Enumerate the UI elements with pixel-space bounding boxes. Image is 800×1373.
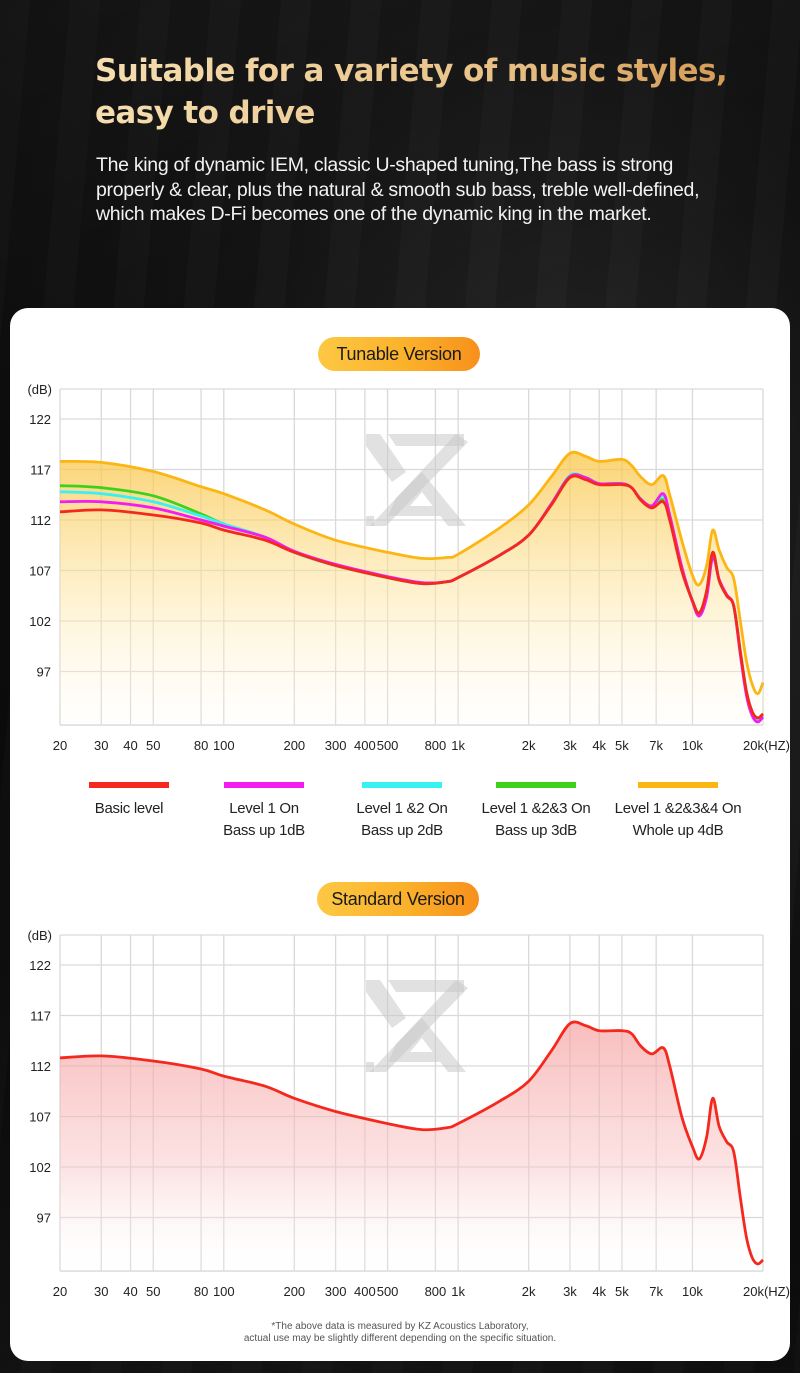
svg-text:112: 112 xyxy=(30,1059,51,1074)
svg-text:100: 100 xyxy=(213,738,235,753)
footnote-line-1: *The above data is measured by KZ Acoust… xyxy=(271,1321,529,1332)
series-line-basic xyxy=(59,474,764,720)
measurement-footnote: *The above data is measured by KZ Acoust… xyxy=(0,1321,800,1345)
svg-text:117: 117 xyxy=(30,1009,51,1024)
description-line-1: The king of dynamic IEM, classic U-shape… xyxy=(96,154,674,176)
svg-text:107: 107 xyxy=(29,564,51,579)
svg-text:97: 97 xyxy=(37,1211,51,1226)
legend-item-level1: Level 1 On Bass up 1dB xyxy=(194,782,334,842)
chart-series xyxy=(59,1020,764,1271)
svg-text:4k: 4k xyxy=(592,1284,606,1299)
svg-text:80: 80 xyxy=(194,1284,208,1299)
chart-series xyxy=(59,450,765,725)
svg-text:10k: 10k xyxy=(682,1284,703,1299)
legend-swatch-orange xyxy=(638,782,718,788)
legend-label: Level 1 &2 On xyxy=(356,800,448,817)
legend-item-level1234: Level 1 &2&3&4 On Whole up 4dB xyxy=(608,782,748,842)
svg-text:400: 400 xyxy=(354,1284,376,1299)
tunable-version-badge: Tunable Version xyxy=(318,337,480,371)
svg-text:80: 80 xyxy=(194,738,208,753)
svg-text:5k: 5k xyxy=(615,738,629,753)
description-line-2: properly & clear, plus the natural & smo… xyxy=(96,178,700,201)
svg-text:30: 30 xyxy=(94,738,108,753)
svg-text:7k: 7k xyxy=(649,738,663,753)
svg-text:5k: 5k xyxy=(615,1284,629,1299)
svg-text:50: 50 xyxy=(146,1284,160,1299)
svg-text:4k: 4k xyxy=(592,738,606,753)
legend-label: Basic level xyxy=(94,800,164,817)
svg-text:20: 20 xyxy=(53,738,67,753)
legend-sublabel: Bass up 2dB xyxy=(361,822,443,839)
svg-text:50: 50 xyxy=(146,738,160,753)
description-line-3: which makes D-Fi becomes one of the dyna… xyxy=(96,203,652,225)
svg-text:20k(HZ): 20k(HZ) xyxy=(743,738,790,753)
svg-text:200: 200 xyxy=(283,1284,305,1299)
legend-sublabel: Bass up 1dB xyxy=(223,822,305,839)
svg-text:102: 102 xyxy=(29,614,51,629)
svg-text:122: 122 xyxy=(29,958,51,973)
svg-text:400: 400 xyxy=(354,738,376,753)
svg-text:500: 500 xyxy=(377,738,399,753)
svg-text:107: 107 xyxy=(29,1110,51,1125)
svg-text:40: 40 xyxy=(123,738,137,753)
svg-text:100: 100 xyxy=(213,1284,235,1299)
svg-text:30: 30 xyxy=(94,1284,108,1299)
svg-text:(dB): (dB) xyxy=(27,928,52,943)
legend-item-basic: Basic level xyxy=(59,782,199,820)
legend-label: Level 1 &2&3&4 On xyxy=(614,800,742,817)
y-axis-labels: (dB) 122 117 112 107 102 97 xyxy=(27,382,52,680)
svg-text:102: 102 xyxy=(29,1160,51,1175)
kz-logo-watermark-icon xyxy=(366,434,468,526)
series-line-level1234 xyxy=(59,450,765,696)
legend-swatch-red xyxy=(89,782,169,788)
legend-item-level123: Level 1 &2&3 On Bass up 3dB xyxy=(466,782,606,842)
svg-text:20k(HZ): 20k(HZ) xyxy=(743,1284,790,1299)
legend-swatch-green xyxy=(496,782,576,788)
legend-sublabel: Whole up 4dB xyxy=(632,822,724,839)
legend-label: Level 1 On xyxy=(229,800,299,817)
legend-swatch-magenta xyxy=(224,782,304,788)
series-line-basic xyxy=(59,1020,764,1266)
x-axis-labels: 20 30 40 50 80 100 200 300 400 500 800 1k 2k 3k 4k 5k 7k… xyxy=(53,1284,790,1299)
svg-text:500: 500 xyxy=(377,1284,399,1299)
footnote-line-2: actual use may be slightly different dep… xyxy=(243,1333,557,1344)
svg-text:2k: 2k xyxy=(522,1284,536,1299)
kz-logo-watermark-icon xyxy=(366,980,468,1072)
svg-text:200: 200 xyxy=(283,738,305,753)
standard-version-badge: Standard Version xyxy=(317,882,479,916)
svg-text:117: 117 xyxy=(30,463,51,478)
svg-text:7k: 7k xyxy=(649,1284,663,1299)
legend-label: Level 1 &2&3 On xyxy=(481,800,591,817)
svg-text:300: 300 xyxy=(325,738,347,753)
svg-text:20: 20 xyxy=(53,1284,67,1299)
legend-swatch-cyan xyxy=(362,782,442,788)
y-axis-labels: (dB) 122 117 112 107 102 97 xyxy=(27,928,52,1226)
svg-text:800: 800 xyxy=(425,1284,447,1299)
svg-text:300: 300 xyxy=(325,1284,347,1299)
svg-text:3k: 3k xyxy=(563,738,577,753)
x-axis-labels: 20 30 40 50 80 100 200 300 400 500 800 1k 2k 3k 4k 5k 7k… xyxy=(53,738,790,753)
svg-text:40: 40 xyxy=(123,1284,137,1299)
svg-text:1k: 1k xyxy=(451,738,465,753)
svg-text:1k: 1k xyxy=(451,1284,465,1299)
svg-text:97: 97 xyxy=(37,665,51,680)
description: The king of dynamic IEM, classic U-shape… xyxy=(96,153,736,227)
svg-text:122: 122 xyxy=(29,412,51,427)
svg-text:10k: 10k xyxy=(682,738,703,753)
svg-text:112: 112 xyxy=(30,513,51,528)
svg-text:(dB): (dB) xyxy=(27,382,52,397)
legend-sublabel: Bass up 3dB xyxy=(495,822,577,839)
svg-text:800: 800 xyxy=(425,738,447,753)
legend-item-level12: Level 1 &2 On Bass up 2dB xyxy=(332,782,472,842)
svg-text:2k: 2k xyxy=(522,738,536,753)
svg-text:3k: 3k xyxy=(563,1284,577,1299)
